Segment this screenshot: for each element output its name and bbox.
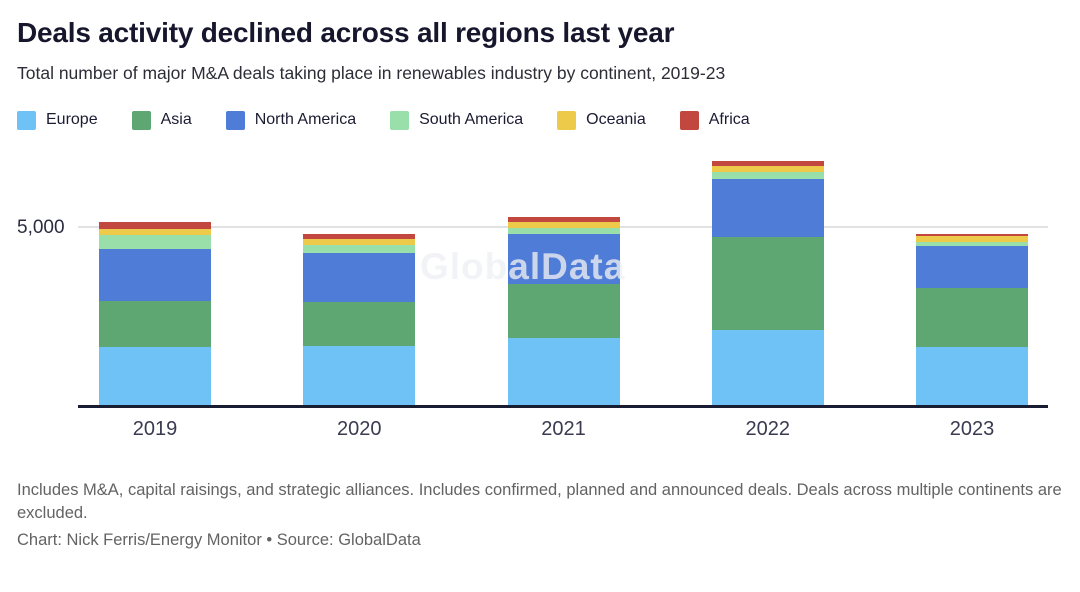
segment-oceania-2021[interactable] — [507, 221, 620, 228]
x-axis-label-2019: 2019 — [132, 417, 178, 440]
x-axis-label-2020: 2020 — [337, 417, 382, 440]
legend-item-south-america[interactable]: South America — [390, 110, 524, 130]
legend-label: Europe — [46, 111, 98, 129]
legend-swatch-africa — [679, 110, 699, 130]
bar-2023 — [916, 233, 1028, 405]
segment-asia-2020[interactable] — [303, 302, 416, 346]
bar-2020 — [303, 234, 416, 405]
segment-oceania-2023[interactable] — [916, 236, 1028, 242]
chart-title: Deals activity declined across all regio… — [17, 17, 675, 48]
bar-2019 — [99, 221, 211, 405]
segment-north-america-2021[interactable] — [507, 233, 620, 285]
segment-asia-2023[interactable] — [916, 288, 1028, 347]
chart-card: Deals activity declined across all regio… — [0, 16, 1080, 550]
segment-south-america-2022[interactable] — [711, 171, 824, 180]
legend-item-europe[interactable]: Europe — [17, 110, 98, 130]
segment-africa-2022[interactable] — [711, 160, 824, 166]
segment-asia-2019[interactable] — [99, 301, 211, 347]
stacked-bar-chart: 5,000 GlobalData 2019 2020 2021 2022 2023 — [17, 148, 1063, 453]
legend-item-oceania[interactable]: Oceania — [557, 110, 646, 130]
credit-source-line: Chart: Nick Ferris/Energy Monitor • Sour… — [17, 530, 421, 549]
legend-item-north-america[interactable]: North America — [225, 110, 357, 130]
footer: Includes M&A, capital raisings, and stra… — [17, 479, 1063, 550]
segment-south-america-2021[interactable] — [507, 227, 620, 234]
plot-area — [78, 148, 1048, 408]
bar-2021 — [507, 217, 620, 405]
segment-north-america-2022[interactable] — [711, 179, 824, 237]
segment-asia-2021[interactable] — [507, 284, 620, 338]
legend-swatch-north-america — [225, 110, 245, 130]
legend-item-asia[interactable]: Asia — [131, 110, 192, 130]
legend-label: Oceania — [586, 111, 646, 129]
segment-north-america-2019[interactable] — [99, 248, 211, 302]
segment-europe-2021[interactable] — [507, 337, 620, 405]
legend-label: Africa — [708, 111, 750, 129]
segment-north-america-2023[interactable] — [916, 245, 1028, 289]
legend-label: Asia — [160, 111, 192, 129]
legend-swatch-asia — [131, 110, 151, 130]
x-axis-label-2022: 2022 — [745, 417, 791, 440]
legend-label: North America — [254, 111, 357, 129]
segment-africa-2019[interactable] — [99, 221, 211, 230]
segment-south-america-2023[interactable] — [916, 241, 1028, 246]
bar-2022 — [711, 160, 824, 405]
chart-subtitle: Total number of major M&A deals taking p… — [17, 62, 726, 83]
segment-asia-2022[interactable] — [711, 236, 824, 331]
segment-oceania-2020[interactable] — [303, 239, 416, 246]
footnote: Includes M&A, capital raisings, and stra… — [17, 480, 1062, 522]
x-axis-labels: 2019 2020 2021 2022 2023 — [78, 418, 1048, 441]
x-axis-label-2023: 2023 — [949, 417, 995, 440]
segment-africa-2023[interactable] — [916, 233, 1028, 237]
segment-europe-2023[interactable] — [916, 346, 1028, 405]
legend: Europe Asia North America South America Ocea… — [17, 110, 1063, 130]
segment-europe-2020[interactable] — [303, 345, 416, 405]
segment-north-america-2020[interactable] — [303, 253, 416, 302]
legend-swatch-oceania — [557, 110, 577, 130]
segment-south-america-2019[interactable] — [99, 235, 211, 249]
legend-item-africa[interactable]: Africa — [679, 110, 750, 130]
segment-europe-2022[interactable] — [711, 330, 824, 405]
legend-label: South America — [419, 111, 524, 129]
segment-oceania-2022[interactable] — [711, 165, 824, 172]
segment-africa-2020[interactable] — [303, 234, 416, 240]
x-axis-label-2021: 2021 — [541, 417, 586, 440]
segment-oceania-2019[interactable] — [99, 229, 211, 236]
segment-africa-2021[interactable] — [507, 217, 620, 222]
legend-swatch-south-america — [390, 110, 410, 130]
segment-europe-2019[interactable] — [99, 346, 211, 405]
legend-swatch-europe — [17, 110, 36, 130]
segment-south-america-2020[interactable] — [303, 245, 416, 254]
y-axis-tick-label: 5,000 — [17, 216, 65, 238]
